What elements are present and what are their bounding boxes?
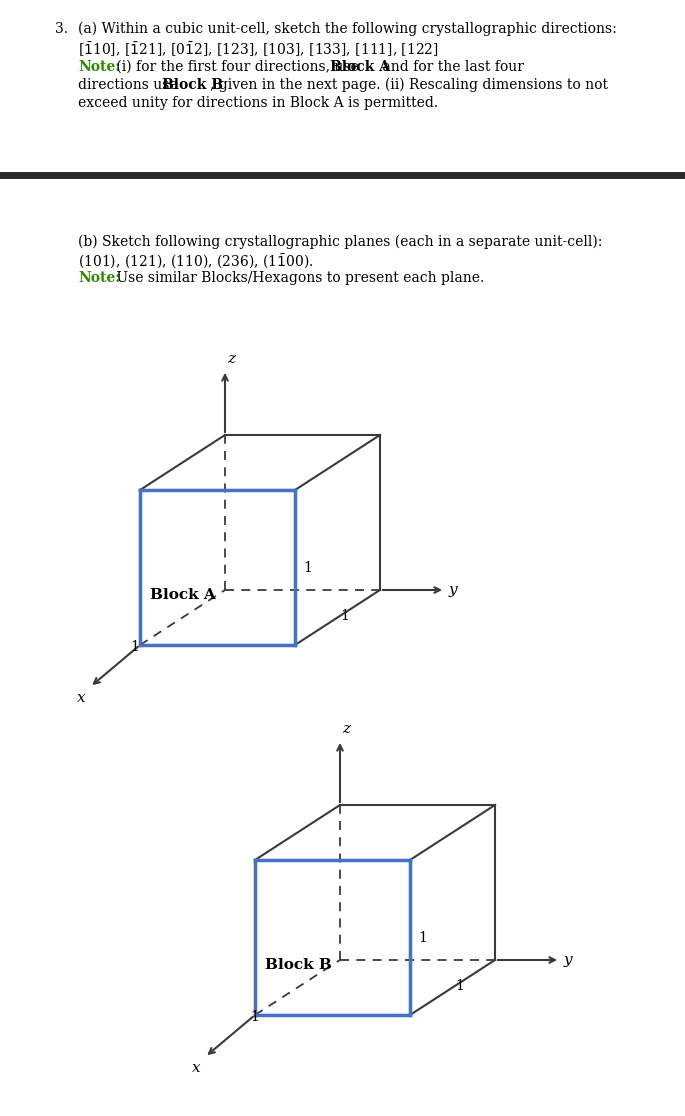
Text: 1: 1 (456, 980, 464, 993)
Text: , given in the next page. (ii) Rescaling dimensions to not: , given in the next page. (ii) Rescaling… (210, 78, 608, 93)
Text: Block B: Block B (265, 958, 332, 972)
Text: x: x (192, 1061, 201, 1075)
Text: z: z (342, 722, 350, 735)
Text: (101), (121), (110), (236), (1$\bar{1}$00).: (101), (121), (110), (236), (1$\bar{1}$0… (78, 253, 314, 271)
Text: x: x (77, 691, 86, 705)
Text: exceed unity for directions in Block A is permitted.: exceed unity for directions in Block A i… (78, 96, 438, 110)
Text: (a) Within a cubic unit-cell, sketch the following crystallographic directions:: (a) Within a cubic unit-cell, sketch the… (78, 22, 616, 37)
Text: y: y (564, 953, 573, 966)
Text: 1: 1 (303, 560, 312, 575)
Text: [$\bar{1}$10], [$\bar{1}$21], [0$\bar{1}$2], [123], [103], [133], [111], [122]: [$\bar{1}$10], [$\bar{1}$21], [0$\bar{1}… (78, 40, 439, 58)
Text: Use similar Blocks/Hexagons to present each plane.: Use similar Blocks/Hexagons to present e… (112, 271, 484, 285)
Text: directions use: directions use (78, 78, 182, 92)
Text: z: z (227, 352, 235, 366)
Text: Note:: Note: (78, 271, 121, 285)
Text: and for the last four: and for the last four (378, 60, 524, 74)
Text: (i) for the first four directions, use: (i) for the first four directions, use (112, 60, 363, 74)
Text: 3.: 3. (55, 22, 68, 36)
Text: Block A: Block A (150, 588, 216, 602)
Text: y: y (449, 583, 458, 597)
Text: (b) Sketch following crystallographic planes (each in a separate unit-cell):: (b) Sketch following crystallographic pl… (78, 235, 602, 249)
Text: Note:: Note: (78, 60, 121, 74)
Text: Block B: Block B (162, 78, 223, 92)
Text: 1: 1 (131, 639, 140, 654)
Text: 1: 1 (340, 609, 349, 624)
Text: 1: 1 (418, 931, 427, 944)
Text: 1: 1 (251, 1010, 260, 1024)
Text: Block A: Block A (330, 60, 390, 74)
